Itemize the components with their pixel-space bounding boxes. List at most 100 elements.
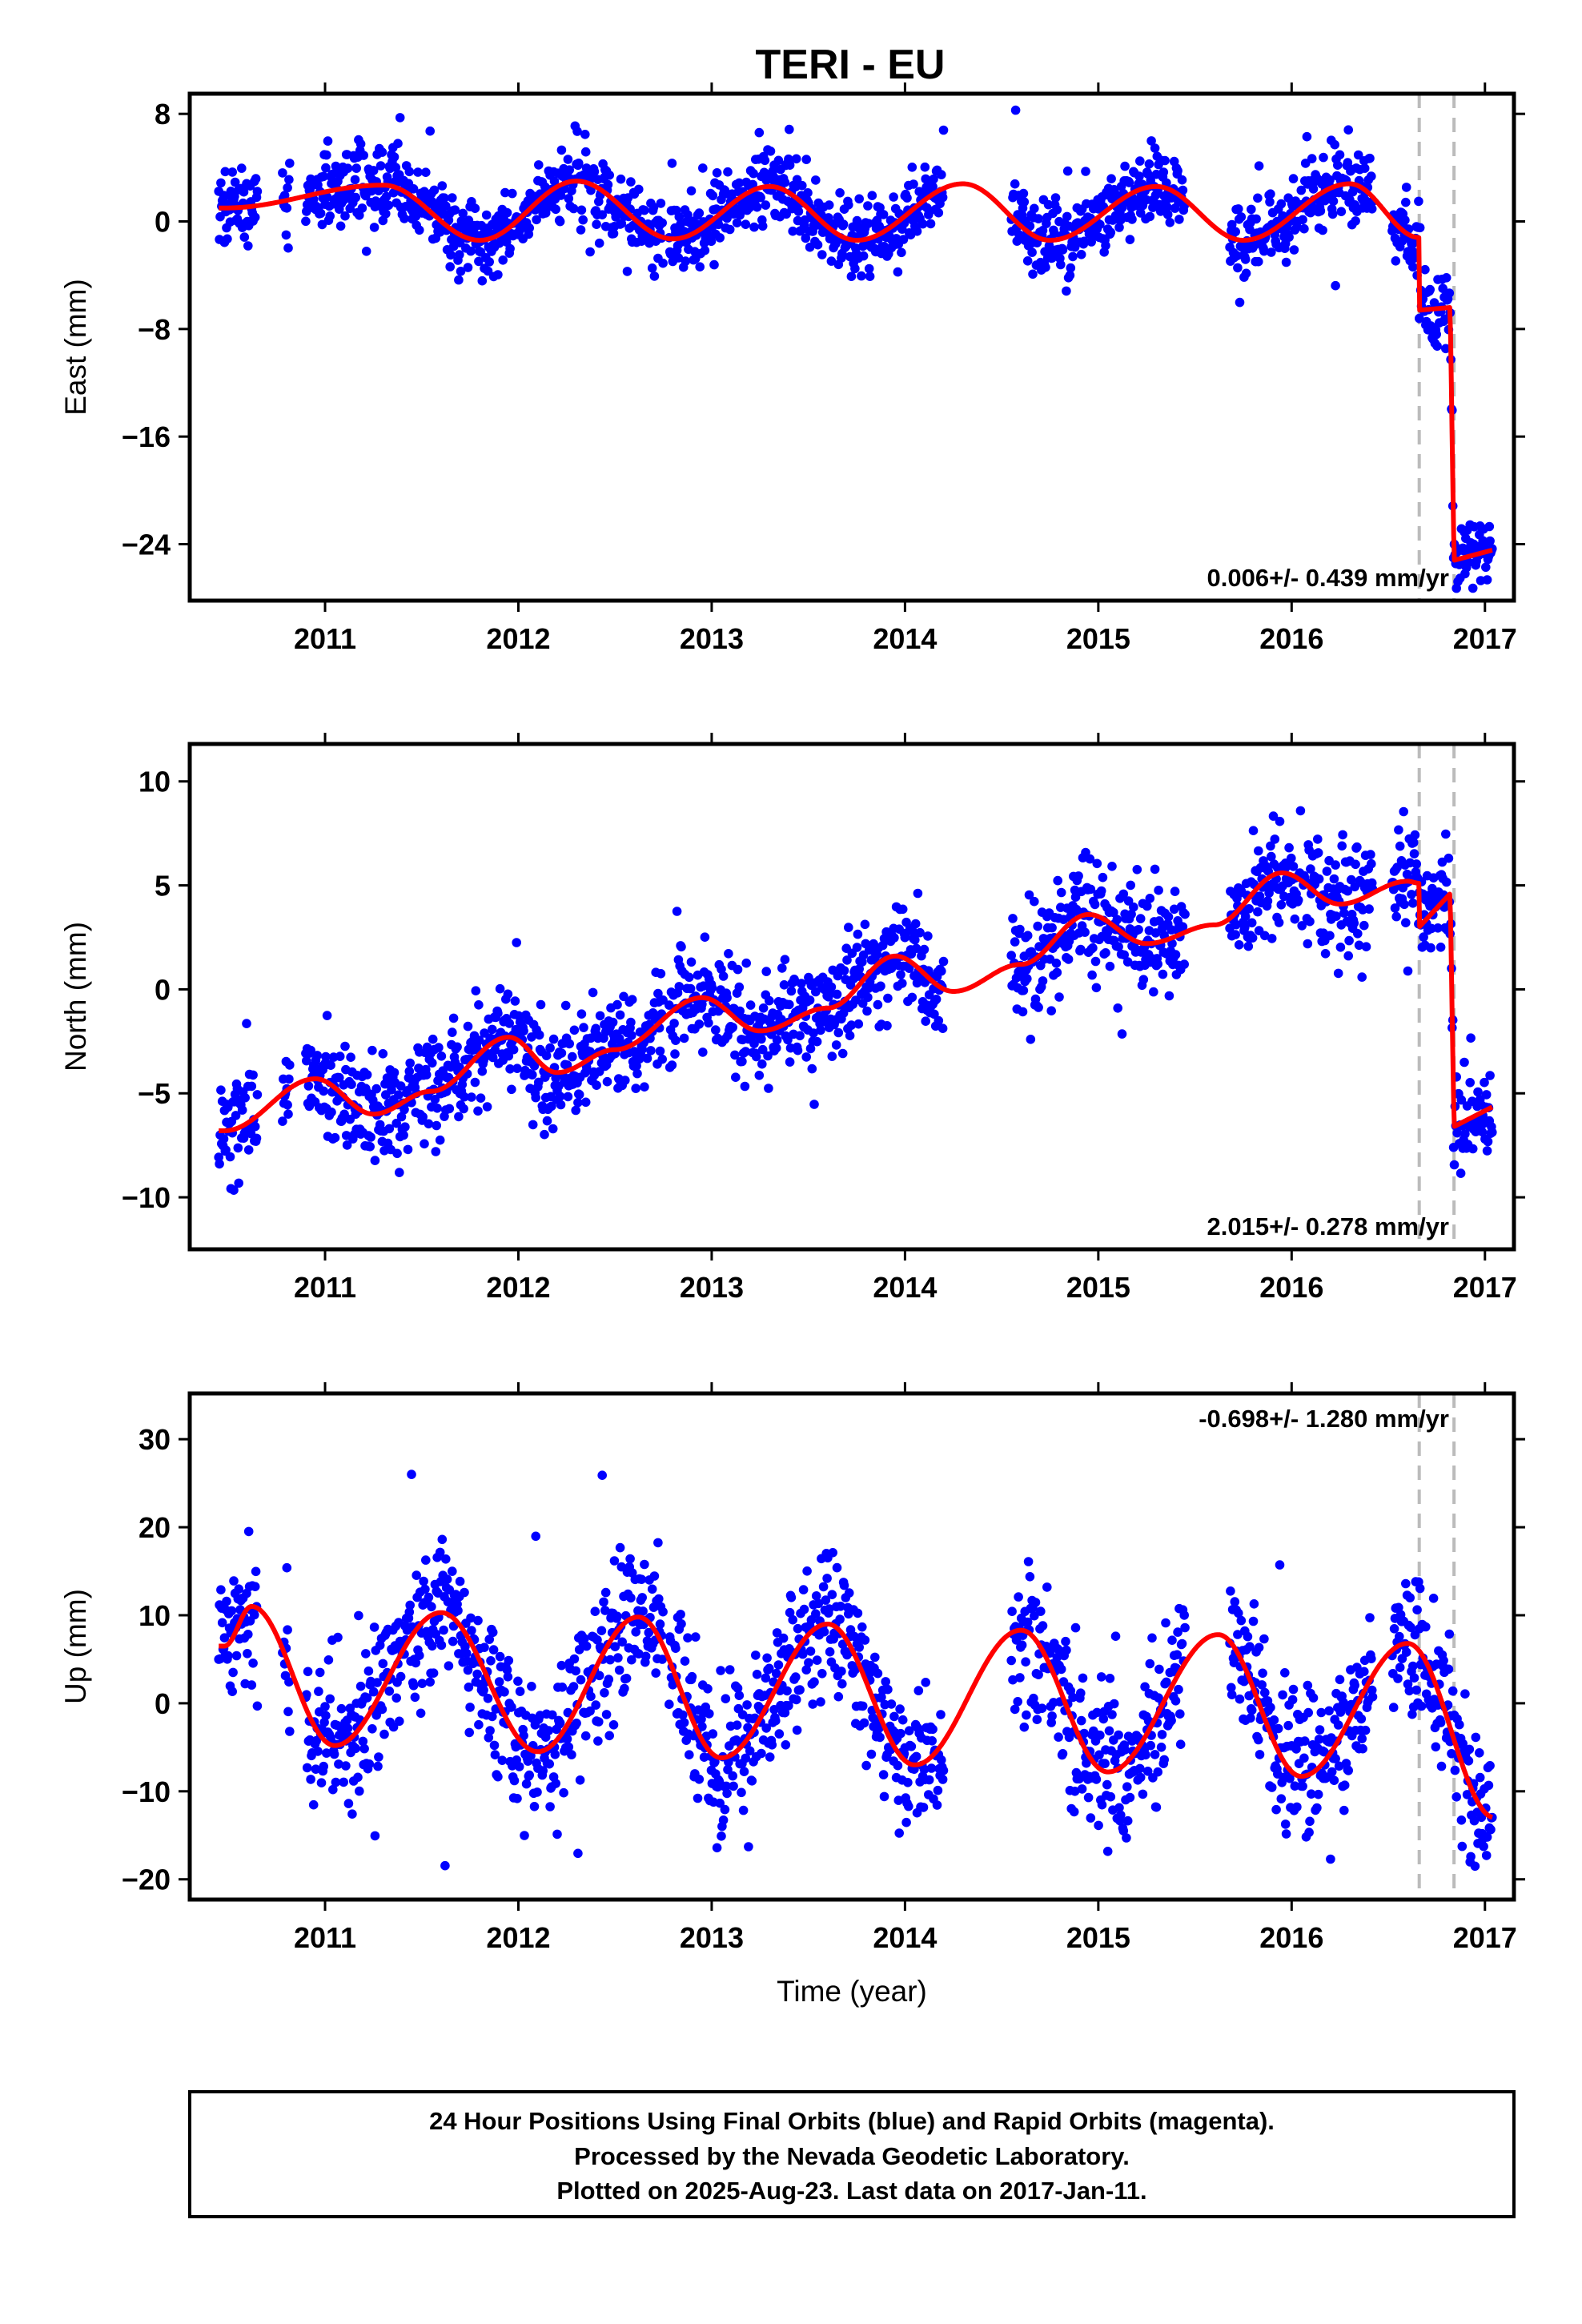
data-point [358, 1736, 368, 1747]
data-point [458, 208, 468, 219]
data-point [374, 1752, 383, 1762]
data-point [216, 1085, 226, 1095]
data-point [1260, 931, 1270, 941]
data-point [247, 1081, 257, 1092]
data-point [817, 1669, 827, 1679]
data-point [586, 1691, 596, 1702]
data-point [1154, 885, 1163, 895]
data-point [534, 160, 544, 170]
data-point [844, 923, 853, 932]
data-point [827, 1051, 837, 1061]
data-point [1425, 284, 1435, 295]
data-point [1236, 212, 1247, 222]
data-point [599, 1597, 608, 1607]
data-point [282, 203, 292, 213]
y-tick-label: 5 [155, 870, 171, 903]
data-point [824, 200, 834, 210]
data-point [1465, 1078, 1475, 1088]
data-point [519, 1026, 528, 1036]
data-point [1367, 1692, 1378, 1702]
data-point [1179, 959, 1189, 969]
data-point [811, 175, 821, 185]
data-point [466, 246, 476, 256]
data-point [1135, 1772, 1146, 1783]
data-point [821, 1595, 831, 1605]
data-point [927, 1736, 937, 1746]
data-point [544, 1759, 554, 1769]
data-point [1070, 1787, 1080, 1796]
data-point [1150, 1750, 1160, 1759]
data-point [1395, 841, 1405, 851]
data-point [1441, 877, 1452, 887]
data-point [364, 1759, 375, 1769]
data-point [1460, 1129, 1470, 1139]
y-axis-label: East (mm) [59, 279, 92, 416]
y-axis-label: North (mm) [59, 922, 92, 1072]
data-point [656, 199, 666, 208]
data-point [573, 1848, 583, 1859]
data-point [772, 1628, 782, 1638]
data-point [1132, 865, 1142, 875]
data-point [693, 1793, 703, 1803]
data-point [783, 1035, 793, 1045]
data-point [669, 1019, 679, 1028]
data-point [721, 1781, 731, 1791]
data-point [1275, 1560, 1285, 1570]
data-point [372, 1678, 382, 1687]
data-point [1331, 860, 1340, 870]
data-point [934, 207, 944, 218]
data-point [1407, 890, 1416, 899]
data-point [1134, 171, 1144, 181]
y-tick-label: −5 [138, 1077, 171, 1110]
data-point [757, 1059, 767, 1069]
data-point [1470, 1861, 1480, 1872]
data-point [938, 956, 949, 967]
data-point [1105, 961, 1115, 971]
x-tick-label: 2014 [873, 1271, 937, 1304]
data-point [1466, 1852, 1476, 1862]
data-point [923, 931, 933, 941]
data-point [1435, 1718, 1446, 1727]
data-point [1141, 1750, 1150, 1760]
data-point [679, 1718, 689, 1727]
data-point [239, 187, 249, 197]
data-point [626, 1017, 636, 1027]
data-point [838, 1008, 849, 1018]
data-point [1485, 1761, 1495, 1771]
data-point [1058, 1749, 1068, 1759]
data-point [1105, 1674, 1115, 1683]
data-point [467, 1626, 476, 1635]
data-point [846, 1020, 857, 1030]
data-point [678, 1710, 688, 1720]
data-point [1109, 1699, 1119, 1709]
data-point [357, 203, 367, 213]
data-point [1146, 1740, 1155, 1751]
data-point [1335, 943, 1346, 952]
data-point [512, 1063, 522, 1073]
data-point [498, 255, 508, 265]
data-point [1069, 1807, 1079, 1817]
data-point [1288, 1684, 1299, 1695]
data-point [604, 1675, 614, 1684]
data-point [1235, 297, 1245, 308]
data-point [1240, 923, 1250, 932]
data-point [685, 972, 694, 983]
data-point [826, 982, 837, 992]
x-tick-label: 2015 [1066, 1271, 1130, 1304]
data-point [913, 888, 923, 899]
data-point [777, 963, 787, 973]
data-point [472, 1669, 482, 1679]
data-point [700, 245, 710, 255]
data-point [1481, 1090, 1492, 1100]
data-point [741, 219, 751, 230]
data-point [365, 1142, 375, 1152]
data-point [1038, 226, 1048, 235]
data-point [556, 145, 567, 155]
data-point [685, 1750, 694, 1759]
data-point [239, 232, 250, 242]
data-point [343, 1723, 353, 1733]
data-point [1336, 207, 1347, 217]
plot-area [214, 744, 1497, 1249]
data-point [311, 1764, 321, 1774]
data-point [1407, 1709, 1417, 1719]
